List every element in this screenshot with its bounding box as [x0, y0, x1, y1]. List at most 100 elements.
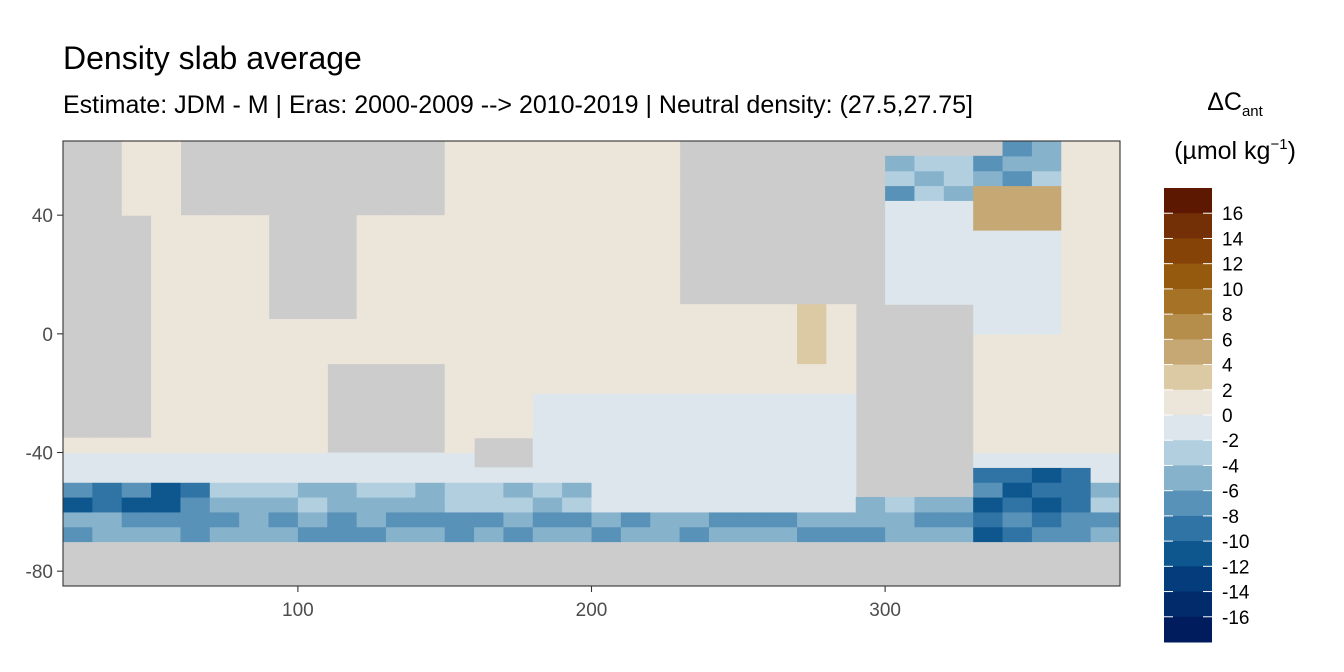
heatmap-cell [121, 170, 152, 187]
heatmap-cell [738, 452, 769, 468]
heatmap-cell [679, 526, 710, 543]
heatmap-cell [297, 511, 328, 528]
heatmap-cell [503, 274, 534, 290]
heatmap-cell [1090, 378, 1120, 394]
heatmap-cell [327, 482, 358, 498]
heatmap-cell [562, 200, 593, 216]
heatmap-cell [943, 526, 974, 543]
heatmap-cell [1031, 259, 1062, 276]
heatmap-cell [826, 304, 857, 320]
heatmap-cell [1002, 378, 1033, 394]
heatmap-cell [943, 215, 974, 231]
heatmap-cell [297, 497, 328, 513]
heatmap-cell [1061, 511, 1092, 528]
colorbar-bin [1164, 314, 1212, 340]
heatmap-cell [385, 304, 416, 320]
heatmap-cell [1002, 230, 1033, 246]
heatmap-cell [239, 437, 270, 454]
heatmap-cell [620, 215, 651, 231]
heatmap-cell [239, 215, 270, 231]
heatmap-cell [268, 422, 299, 439]
heatmap-cell [973, 497, 1004, 513]
heatmap-cell [1061, 304, 1092, 320]
heatmap-cell [151, 155, 182, 172]
heatmap-cell [63, 467, 93, 483]
heatmap-cell [973, 378, 1004, 394]
heatmap-cell [1031, 230, 1062, 246]
heatmap-cell [180, 393, 211, 409]
heatmap-cell [914, 215, 945, 231]
colorbar-label: -2 [1222, 431, 1239, 452]
heatmap-cell [532, 393, 563, 409]
heatmap-cell [209, 319, 240, 335]
heatmap-cell [297, 378, 328, 394]
heatmap-cell [650, 185, 681, 201]
heatmap-cell [444, 393, 475, 409]
heatmap-cell [826, 408, 857, 424]
heatmap-cell [503, 333, 534, 350]
colorbar-bin [1164, 541, 1212, 567]
heatmap-cell [385, 230, 416, 246]
heatmap-cell [180, 304, 211, 320]
heatmap-cell [914, 289, 945, 305]
heatmap-cell [268, 437, 299, 454]
heatmap-cell [209, 408, 240, 424]
heatmap-cell [180, 274, 211, 290]
heatmap-cell [1031, 348, 1062, 365]
heatmap-cell [385, 452, 416, 468]
heatmap-cell [797, 482, 827, 498]
heatmap-cell [1002, 274, 1033, 290]
heatmap-cell [327, 452, 358, 468]
heatmap-cell [738, 319, 769, 335]
heatmap-cell [885, 230, 916, 246]
heatmap-cell [239, 319, 270, 335]
heatmap-cell [385, 274, 416, 290]
heatmap-cell [474, 141, 505, 157]
colorbar-label: 8 [1222, 305, 1233, 326]
heatmap-cell [973, 215, 1004, 231]
heatmap-cell [297, 452, 328, 468]
colorbar-bin [1164, 515, 1212, 542]
heatmap-cell [679, 467, 710, 483]
heatmap-cell [973, 467, 1004, 483]
heatmap-cell [562, 141, 593, 157]
heatmap-cell [1031, 363, 1062, 379]
heatmap-cell [1061, 185, 1092, 201]
heatmap-cell [826, 333, 857, 350]
heatmap-cell [444, 422, 475, 439]
heatmap-cell [151, 408, 182, 424]
heatmap-cell [1002, 393, 1033, 409]
heatmap-cell [973, 274, 1004, 290]
heatmap-cell [239, 244, 270, 261]
heatmap-cell [474, 348, 505, 365]
heatmap-cell [708, 393, 739, 409]
heatmap-cell [356, 452, 387, 468]
heatmap-cell [562, 378, 593, 394]
heatmap-cell [591, 363, 622, 379]
heatmap-cell [356, 467, 387, 483]
heatmap-cell [591, 497, 622, 513]
heatmap-cell [679, 497, 710, 513]
heatmap-cell [151, 348, 182, 365]
colorbar-label: 6 [1222, 330, 1233, 351]
heatmap-cell [121, 497, 152, 513]
heatmap-cell [797, 319, 827, 335]
heatmap-cell [973, 348, 1004, 365]
heatmap-cell [151, 200, 182, 216]
heatmap-cell [562, 215, 593, 231]
heatmap-cell [444, 289, 475, 305]
heatmap-cell [914, 200, 945, 216]
heatmap-cell [444, 259, 475, 276]
heatmap-cell [209, 363, 240, 379]
heatmap-cell [679, 393, 710, 409]
heatmap-cell [708, 497, 739, 513]
heatmap-cell [532, 497, 563, 513]
heatmap-cell [1031, 378, 1062, 394]
heatmap-cell [239, 422, 270, 439]
heatmap-cell [532, 185, 563, 201]
heatmap-cell [297, 363, 328, 379]
heatmap-cell [532, 408, 563, 424]
heatmap-cell [620, 289, 651, 305]
heatmap-cell [121, 511, 152, 528]
